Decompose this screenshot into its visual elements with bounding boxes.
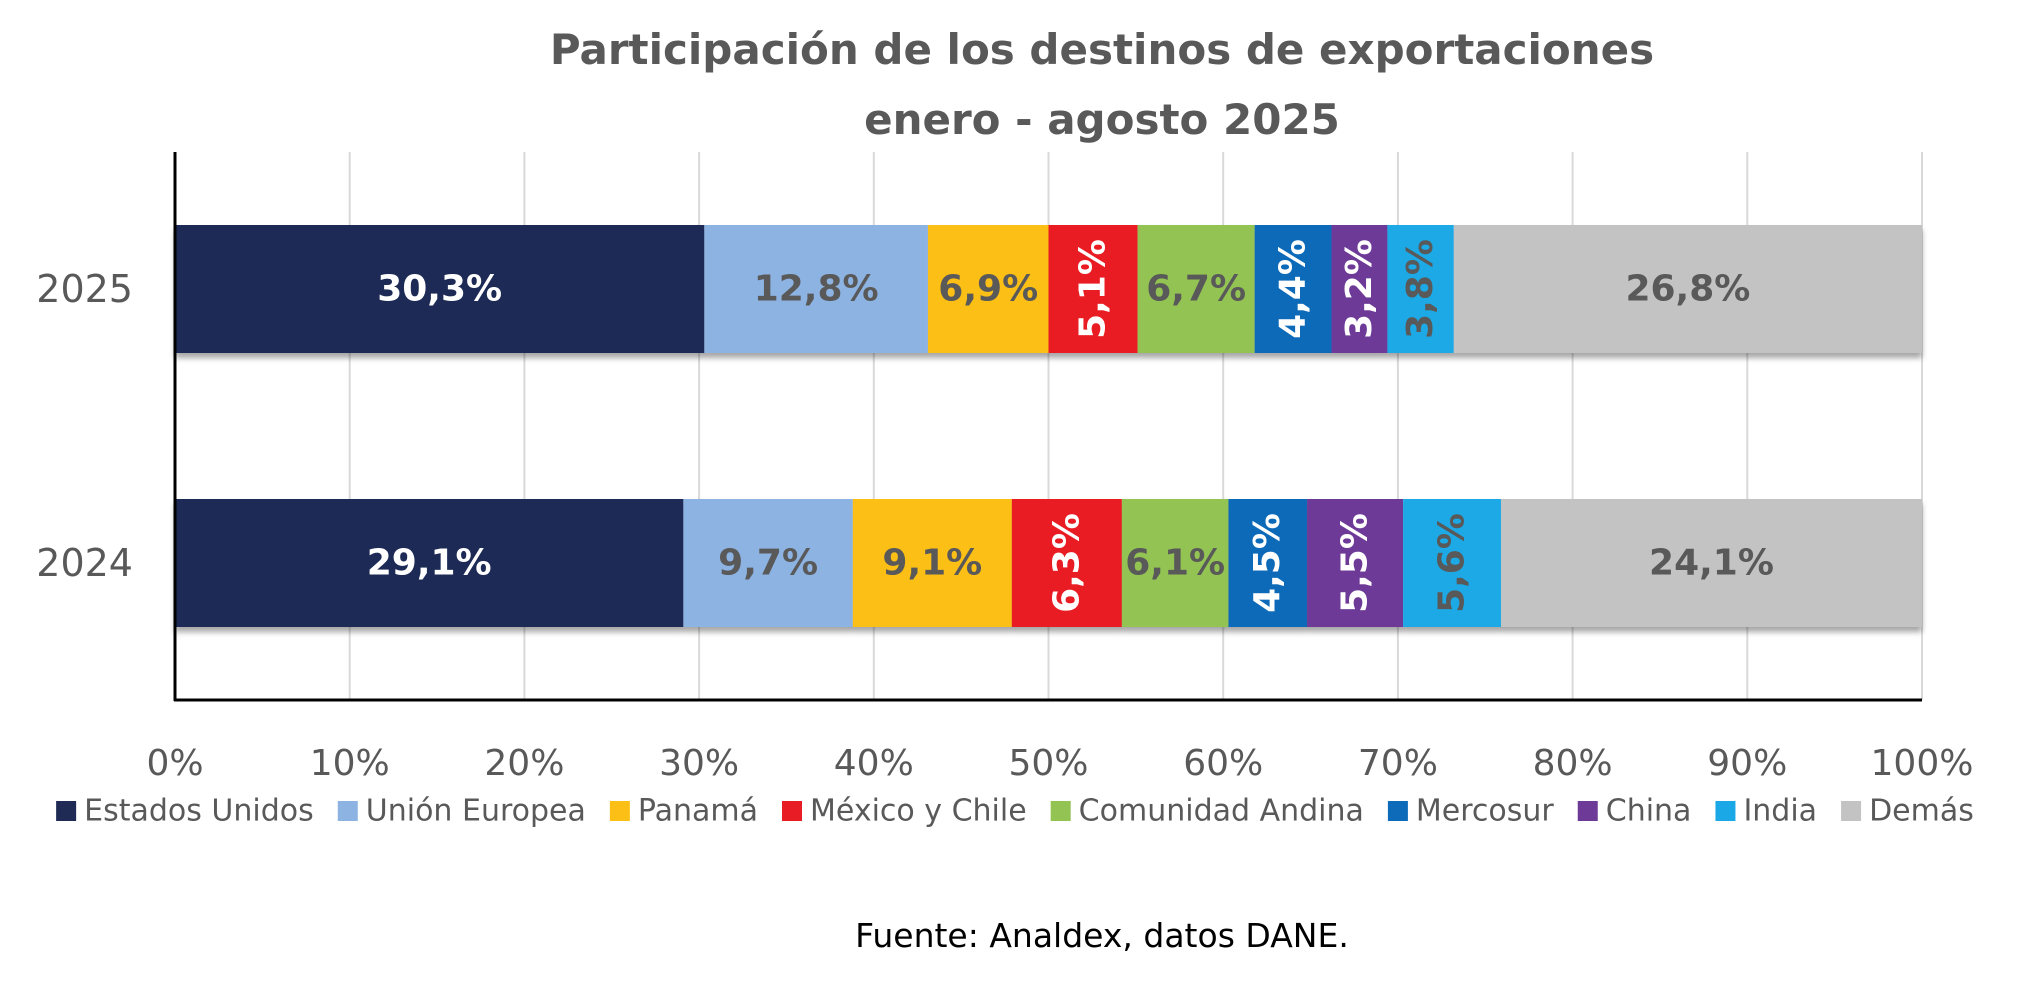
chart-subtitle: enero - agosto 2025 (864, 95, 1340, 144)
x-tick-label: 70% (1358, 743, 1438, 784)
data-label: 6,1% (1125, 543, 1225, 584)
bar-segment (1137, 225, 1255, 353)
legend-item: México y Chile (782, 794, 1027, 829)
legend-label: Estados Unidos (84, 794, 314, 829)
x-tick-label: 30% (659, 743, 739, 784)
x-tick-label: 20% (484, 743, 564, 784)
legend-label: India (1743, 794, 1817, 829)
bar-segment (1331, 225, 1388, 353)
x-tick-labels: 0% 10% 20% 30% 40% 50% 60% 70% 80% 90% 100% (146, 743, 1973, 784)
x-tick-label: 80% (1533, 743, 1613, 784)
legend-swatch (609, 801, 630, 821)
legend-item: Demás (1841, 794, 1974, 829)
legend-swatch (1841, 801, 1862, 821)
data-label: 5,1% (1073, 239, 1114, 339)
x-tick-label: 60% (1183, 743, 1263, 784)
bar-segment (1121, 499, 1229, 627)
bars (175, 225, 1922, 627)
data-label: 5,5% (1335, 513, 1376, 613)
bar-segment (1228, 499, 1308, 627)
legend-item: Comunidad Andina (1050, 794, 1364, 829)
legend-item: Panamá (609, 794, 758, 829)
y-tick-labels: 2025 2024 (36, 267, 133, 585)
x-tick-label: 0% (146, 743, 203, 784)
data-label: 3,2% (1339, 239, 1380, 339)
bar-segment (852, 499, 1012, 627)
legend-swatch (337, 801, 358, 821)
data-label: 6,9% (938, 269, 1038, 310)
bar-segment (1307, 499, 1404, 627)
data-label: 29,1% (367, 543, 492, 584)
x-tick-label: 10% (310, 743, 390, 784)
bar-segment (683, 499, 853, 627)
bar-row-2024 (175, 499, 1922, 627)
legend: Estados Unidos Unión Europea Panamá México … (56, 794, 1974, 829)
data-label: 26,8% (1625, 269, 1750, 310)
x-tick-label: 40% (834, 743, 914, 784)
x-tick-label: 100% (1871, 743, 1974, 784)
data-label: 4,5% (1247, 513, 1288, 613)
data-label: 4,4% (1273, 239, 1314, 339)
legend-item: India (1715, 794, 1817, 829)
legend-swatch (56, 801, 77, 821)
legend-swatch (782, 801, 803, 821)
legend-label: China (1606, 794, 1692, 829)
x-tick-label: 90% (1707, 743, 1787, 784)
bar-segment (1048, 225, 1138, 353)
legend-label: Mercosur (1416, 794, 1555, 829)
data-label: 6,3% (1046, 513, 1087, 613)
bar-segment (1387, 225, 1454, 353)
legend-item: Estados Unidos (56, 794, 314, 829)
legend-swatch (1577, 801, 1598, 821)
legend-label: Unión Europea (366, 794, 586, 829)
bar-segment (704, 225, 928, 353)
x-tick-label: 50% (1008, 743, 1088, 784)
chart-title: Participación de los destinos de exporta… (550, 25, 1654, 74)
bar-segment (1453, 225, 1922, 353)
legend-label: Demás (1869, 794, 1974, 829)
legend-item: China (1577, 794, 1692, 829)
bar-segment (1011, 499, 1122, 627)
data-labels: 30,3% 12,8% 6,9% 5,1% 6,7% 4,4% 3,2% 3,8% 26,8% 2… (367, 239, 1774, 613)
legend-swatch (1050, 801, 1071, 821)
axes (173, 152, 1922, 702)
data-label: 9,1% (882, 543, 982, 584)
legend-label: México y Chile (810, 794, 1027, 829)
data-label: 5,6% (1432, 513, 1473, 613)
bar-segment (175, 499, 684, 627)
legend-label: Panamá (638, 794, 758, 829)
bar-segment (175, 225, 705, 353)
data-label: 30,3% (377, 269, 502, 310)
bar-segment (927, 225, 1049, 353)
bar-row-2025 (175, 225, 1922, 353)
data-label: 6,7% (1146, 269, 1246, 310)
y-tick-label: 2024 (36, 541, 133, 585)
legend-swatch (1387, 801, 1408, 821)
data-label: 3,8% (1400, 239, 1441, 339)
legend-swatch (1715, 801, 1736, 821)
data-label: 24,1% (1649, 543, 1774, 584)
bar-segment (1254, 225, 1332, 353)
legend-item: Mercosur (1387, 794, 1555, 829)
data-label: 12,8% (754, 269, 879, 310)
source-note: Fuente: Analdex, datos DANE. (855, 916, 1349, 955)
bar-segment (1500, 499, 1922, 627)
legend-label: Comunidad Andina (1079, 794, 1364, 829)
data-label: 9,7% (718, 543, 818, 584)
y-tick-label: 2025 (36, 267, 133, 311)
bar-segment (1403, 499, 1501, 627)
legend-item: Unión Europea (337, 794, 586, 829)
